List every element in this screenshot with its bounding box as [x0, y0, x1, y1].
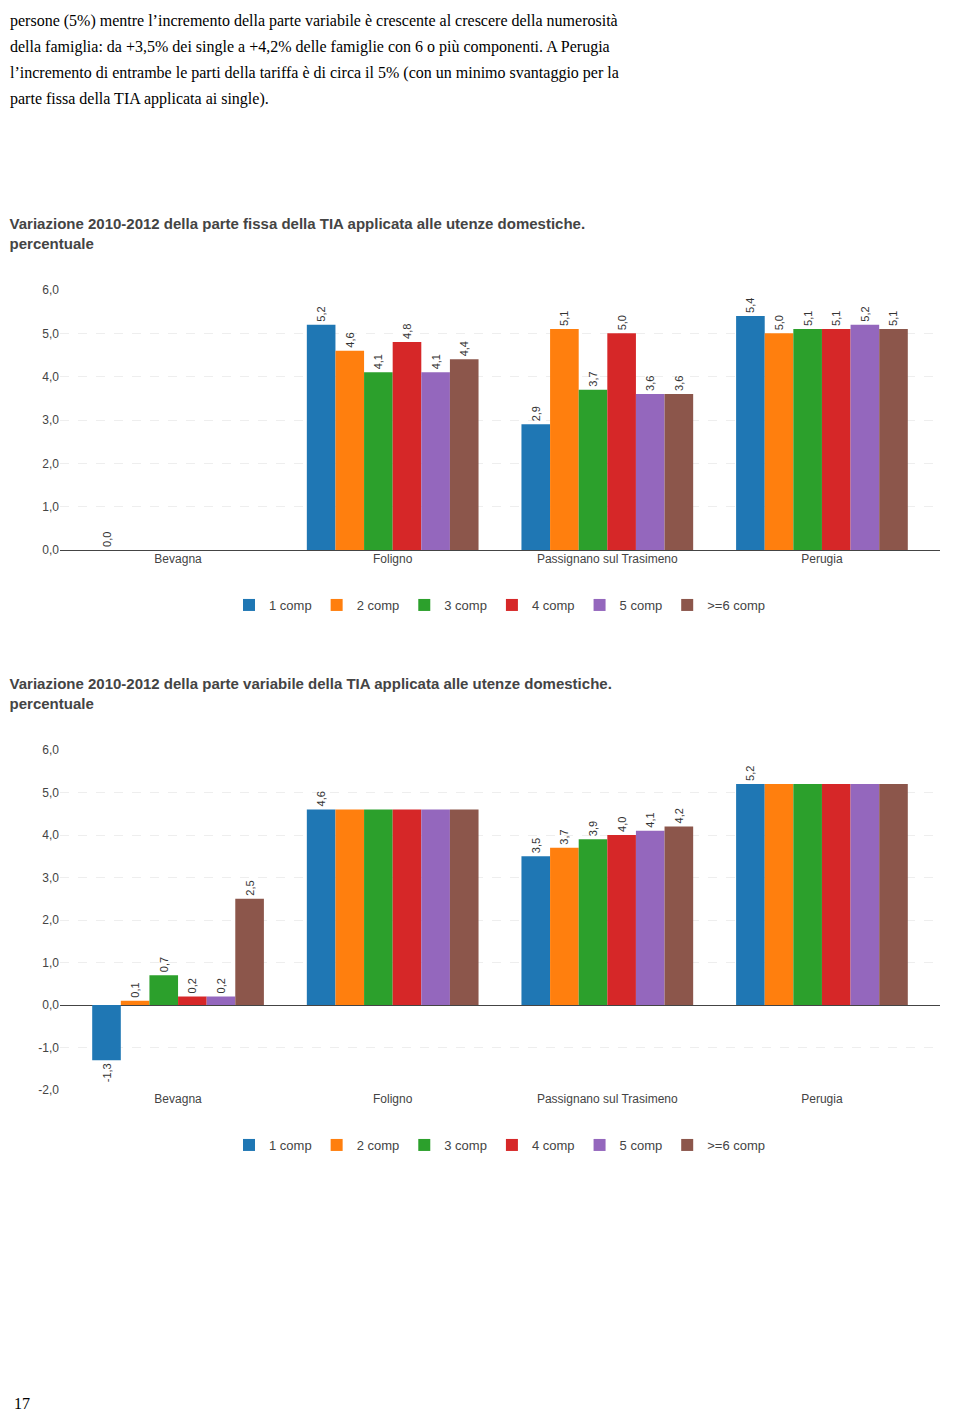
svg-text:3,7: 3,7 [558, 829, 570, 844]
svg-text:2 comp: 2 comp [357, 1138, 400, 1153]
svg-text:1,0: 1,0 [42, 500, 59, 514]
svg-text:5 comp: 5 comp [620, 598, 663, 613]
svg-text:5,0: 5,0 [616, 315, 628, 330]
svg-text:3 comp: 3 comp [444, 1138, 487, 1153]
svg-text:-2,0: -2,0 [38, 1083, 59, 1097]
svg-text:5,1: 5,1 [887, 311, 899, 326]
svg-text:4 comp: 4 comp [532, 1138, 575, 1153]
svg-text:Perugia: Perugia [801, 552, 843, 566]
svg-text:3,7: 3,7 [587, 371, 599, 386]
svg-text:3 comp: 3 comp [444, 598, 487, 613]
svg-text:4,6: 4,6 [315, 791, 327, 806]
svg-text:3,0: 3,0 [42, 413, 59, 427]
svg-text:2 comp: 2 comp [357, 598, 400, 613]
svg-text:5,2: 5,2 [859, 306, 871, 321]
svg-text:5,0: 5,0 [42, 327, 59, 341]
svg-text:6,0: 6,0 [42, 743, 59, 757]
svg-text:6,0: 6,0 [42, 283, 59, 297]
svg-text:5,2: 5,2 [315, 306, 327, 321]
svg-text:5 comp: 5 comp [620, 1138, 663, 1153]
svg-text:4 comp: 4 comp [532, 598, 575, 613]
svg-text:2,5: 2,5 [244, 880, 256, 895]
svg-text:Foligno: Foligno [373, 552, 413, 566]
html-text:persone (5%) mentre l’incremen: persone (5%) mentre l’incremento della p… [10, 12, 618, 29]
svg-text:4,1: 4,1 [372, 354, 384, 369]
svg-text:Variazione 2010-2012 della par: Variazione 2010-2012 della parte variabi… [10, 675, 612, 712]
svg-text:3,5: 3,5 [530, 838, 542, 853]
svg-text:0,0: 0,0 [42, 543, 59, 557]
svg-text:4,0: 4,0 [42, 370, 59, 384]
svg-text:Perugia: Perugia [801, 1092, 843, 1106]
svg-text:Bevagna: Bevagna [154, 1092, 202, 1106]
svg-text:5,0: 5,0 [773, 315, 785, 330]
svg-text:1 comp: 1 comp [269, 1138, 312, 1153]
svg-text:1,0: 1,0 [42, 956, 59, 970]
svg-text:>=6 comp: >=6 comp [707, 598, 765, 613]
svg-text:0,2: 0,2 [215, 978, 227, 993]
svg-text:Passignano sul Trasimeno: Passignano sul Trasimeno [537, 1092, 678, 1106]
svg-text:3,6: 3,6 [673, 376, 685, 391]
svg-text:2,0: 2,0 [42, 913, 59, 927]
html-text:17: 17 [14, 1395, 30, 1412]
svg-text:4,0: 4,0 [616, 817, 628, 832]
svg-text:3,6: 3,6 [644, 376, 656, 391]
svg-text:5,2: 5,2 [744, 766, 756, 781]
svg-text:4,0: 4,0 [42, 828, 59, 842]
svg-text:-1,3: -1,3 [101, 1063, 113, 1082]
svg-text:1 comp: 1 comp [269, 598, 312, 613]
svg-text:Passignano sul Trasimeno: Passignano sul Trasimeno [537, 552, 678, 566]
svg-text:Variazione 2010-2012 della par: Variazione 2010-2012 della parte fissa d… [10, 215, 586, 252]
svg-text:5,4: 5,4 [744, 298, 756, 313]
svg-text:3,9: 3,9 [587, 821, 599, 836]
svg-text:4,1: 4,1 [430, 354, 442, 369]
svg-text:4,8: 4,8 [401, 324, 413, 339]
svg-text:4,1: 4,1 [644, 812, 656, 827]
svg-text:3,0: 3,0 [42, 871, 59, 885]
svg-text:5,0: 5,0 [42, 786, 59, 800]
svg-text:4,2: 4,2 [673, 808, 685, 823]
svg-text:-1,0: -1,0 [38, 1041, 59, 1055]
svg-text:2,0: 2,0 [42, 457, 59, 471]
svg-text:0,7: 0,7 [158, 957, 170, 972]
svg-text:4,6: 4,6 [344, 332, 356, 347]
html-text:parte fissa della TIA applicat: parte fissa della TIA applicata ai singl… [10, 90, 269, 107]
svg-text:5,1: 5,1 [830, 311, 842, 326]
svg-text:0,1: 0,1 [129, 982, 141, 997]
svg-text:5,1: 5,1 [802, 311, 814, 326]
html-text:della famiglia: da +3,5% dei s: della famiglia: da +3,5% dei single a +4… [10, 38, 610, 55]
html-text:l’incremento di entrambe le pa: l’incremento di entrambe le parti della … [10, 64, 619, 81]
svg-text:0,0: 0,0 [101, 532, 113, 547]
svg-text:0,2: 0,2 [186, 978, 198, 993]
svg-text:2,9: 2,9 [530, 406, 542, 421]
svg-text:>=6 comp: >=6 comp [707, 1138, 765, 1153]
svg-text:4,4: 4,4 [458, 341, 470, 356]
svg-text:0,0: 0,0 [42, 998, 59, 1012]
svg-text:Bevagna: Bevagna [154, 552, 202, 566]
svg-text:5,1: 5,1 [558, 311, 570, 326]
svg-text:Foligno: Foligno [373, 1092, 413, 1106]
